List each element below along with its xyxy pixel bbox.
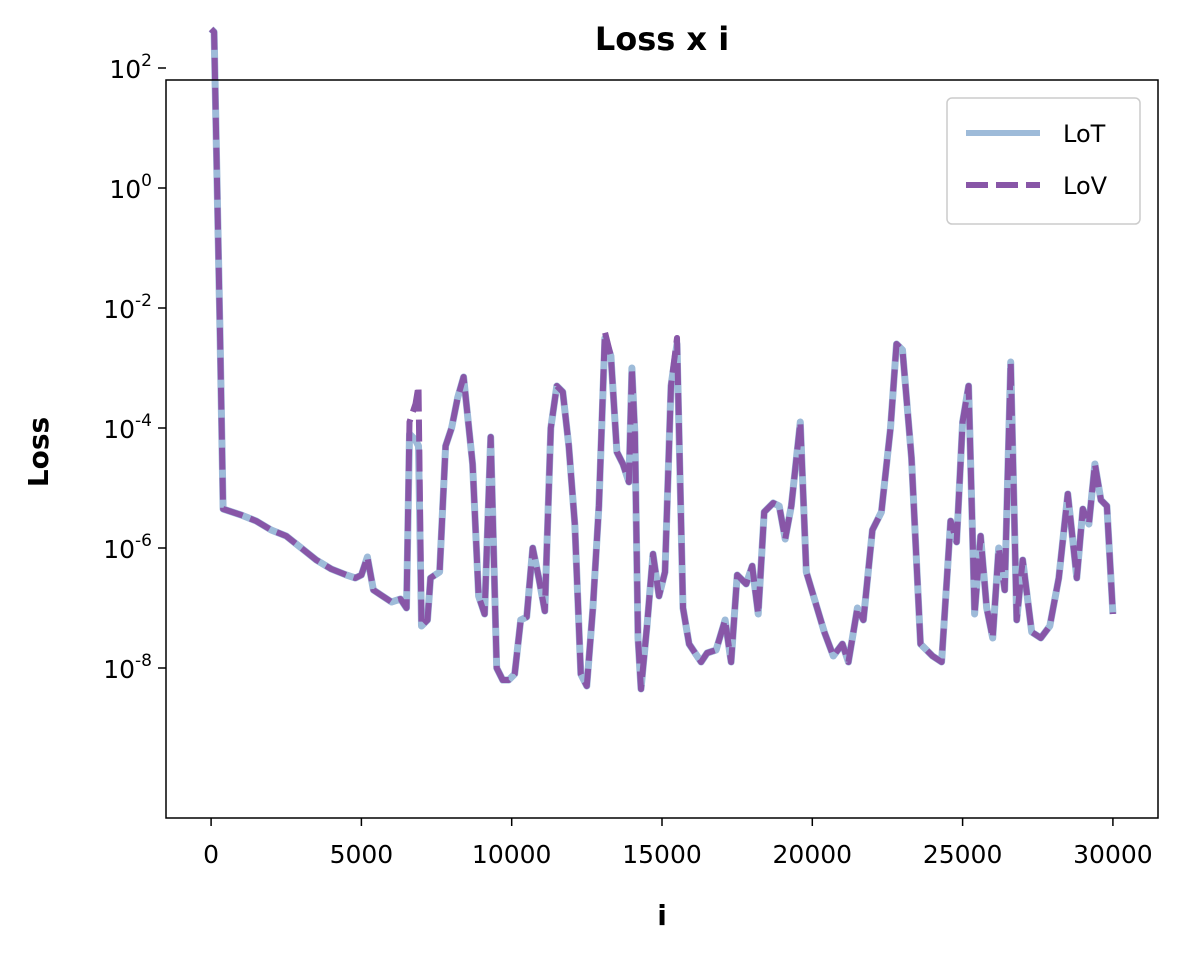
y-tick-label: 10-2: [103, 291, 152, 324]
y-tick-label: 10-6: [103, 531, 152, 564]
y-tick-label: 100: [109, 171, 152, 204]
legend-box: [946, 97, 1141, 225]
x-tick-label: 5000: [330, 840, 394, 869]
y-axis-label: Loss: [22, 417, 55, 487]
legend-label-lot: LoT: [1063, 120, 1106, 148]
y-axis: 102 100 10-2 10-4 10-6 10-8: [103, 51, 166, 684]
plot-area: [208, 26, 1117, 693]
x-tick-label: 10000: [472, 840, 552, 869]
legend-label-lov: LoV: [1063, 172, 1108, 200]
x-tick-label: 30000: [1073, 840, 1153, 869]
y-tick-label: 10-8: [103, 651, 152, 684]
y-tick-label: 10-4: [103, 411, 152, 444]
x-tick-label: 25000: [923, 840, 1003, 869]
x-tick-label: 0: [203, 840, 219, 869]
x-axis-label: i: [657, 899, 667, 932]
legend: LoT LoV: [946, 97, 1141, 225]
series-line-lov: [208, 26, 1116, 692]
x-axis: 0 5000 10000 15000 20000 25000 30000: [203, 818, 1153, 869]
x-tick-label: 15000: [622, 840, 702, 869]
x-tick-label: 20000: [773, 840, 853, 869]
chart-title: Loss x i: [595, 20, 729, 58]
y-tick-label: 102: [109, 51, 152, 84]
